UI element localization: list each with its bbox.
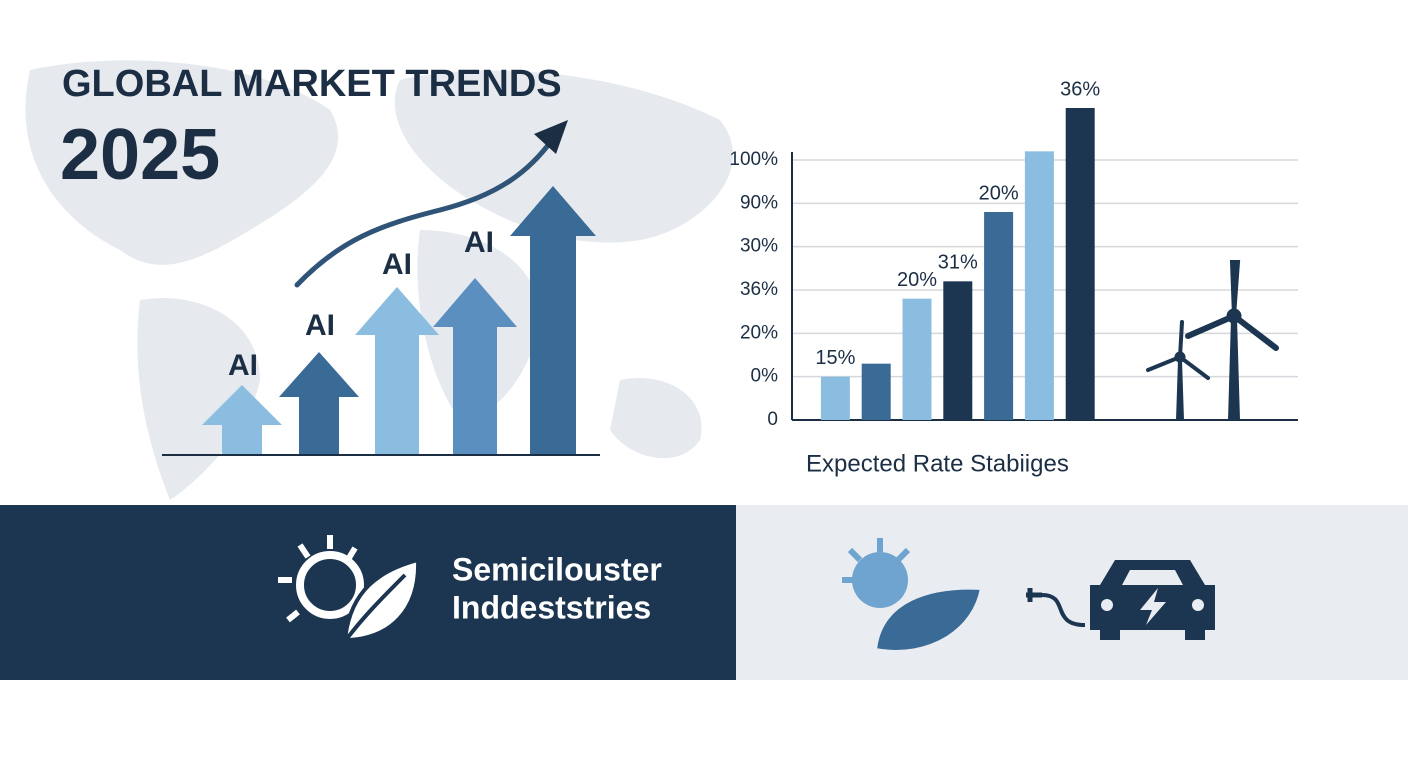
electric-car-icon [1026, 560, 1215, 640]
arrow-label: AI [382, 248, 412, 281]
y-tick-label: 100% [729, 149, 778, 170]
banner-line: Semicilouster [452, 551, 662, 587]
hero-year: 2025 [60, 115, 220, 195]
chart-title: Expected Rate Stabiiges [806, 450, 1069, 477]
y-tick-label: 36% [740, 279, 778, 300]
sun-leaf-icon-blue [842, 538, 985, 654]
wind-turbines [1146, 260, 1279, 420]
bar [902, 298, 932, 420]
y-tick-label: 90% [740, 192, 778, 213]
bar [943, 281, 973, 420]
hero-title: GLOBAL MARKET TRENDS [62, 63, 562, 105]
value-label: 36% [1060, 78, 1100, 100]
value-label: 20% [979, 182, 1019, 204]
bar [1065, 108, 1095, 420]
growth-arrows [162, 120, 600, 456]
banner-line: Inddeststries [452, 589, 651, 625]
bar-chart: 00%20%36%30%90%100%15%20%31%20%36% [729, 78, 1298, 430]
sun-leaf-icon [278, 535, 421, 650]
y-tick-label: 0% [751, 366, 779, 387]
bar [861, 363, 891, 420]
value-label: 20% [897, 269, 937, 291]
y-tick-label: 0 [767, 409, 778, 430]
bar [820, 376, 850, 420]
arrow-label: AI [464, 226, 494, 259]
y-tick-label: 20% [740, 322, 778, 343]
value-label: 15% [815, 347, 855, 369]
y-tick-label: 30% [740, 236, 778, 257]
bar [1024, 151, 1054, 421]
value-label: 31% [938, 252, 978, 274]
bar [984, 212, 1014, 420]
arrow-label: AI [305, 309, 335, 342]
banner-light [736, 505, 1408, 680]
arrow-label: AI [228, 349, 258, 382]
